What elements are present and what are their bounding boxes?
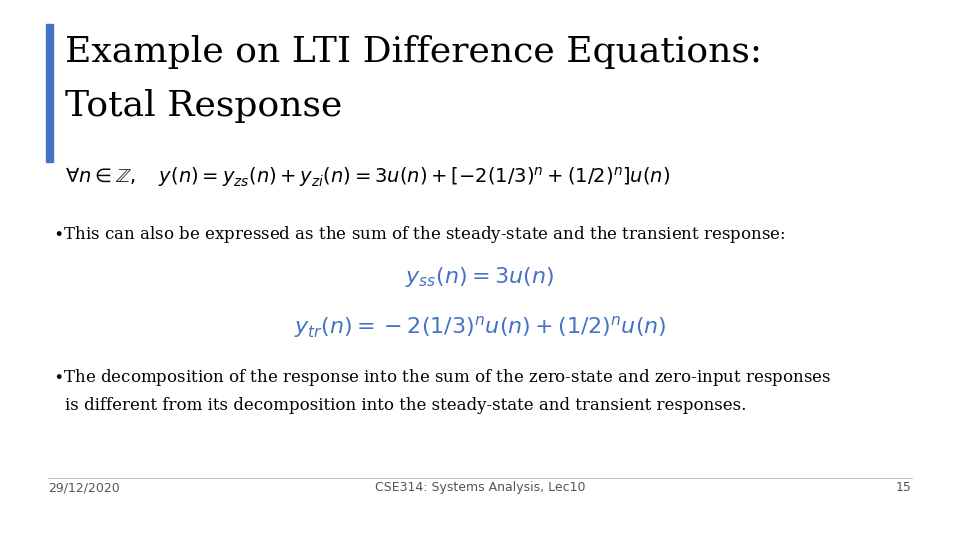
Text: $\forall n \in \mathbb{Z}, \quad y(n) = y_{zs}(n) + y_{zi}(n) = 3u(n) + [-2(1/3): $\forall n \in \mathbb{Z}, \quad y(n) = … bbox=[65, 165, 670, 188]
Text: 15: 15 bbox=[896, 481, 912, 494]
Text: Example on LTI Difference Equations:: Example on LTI Difference Equations: bbox=[65, 35, 762, 69]
Text: 29/12/2020: 29/12/2020 bbox=[48, 481, 120, 494]
Text: $y_{tr}(n) = -2(1/3)^n u(n) + (1/2)^n u(n)$: $y_{tr}(n) = -2(1/3)^n u(n) + (1/2)^n u(… bbox=[294, 314, 666, 340]
Text: $\bullet$The decomposition of the response into the sum of the zero-state and ze: $\bullet$The decomposition of the respon… bbox=[53, 367, 831, 388]
Text: $\bullet$This can also be expressed as the sum of the steady-state and the trans: $\bullet$This can also be expressed as t… bbox=[53, 224, 785, 245]
Text: $y_{ss}(n) = 3u(n)$: $y_{ss}(n) = 3u(n)$ bbox=[405, 265, 555, 288]
Text: CSE314: Systems Analysis, Lec10: CSE314: Systems Analysis, Lec10 bbox=[374, 481, 586, 494]
Text: is different from its decomposition into the steady-state and transient response: is different from its decomposition into… bbox=[65, 397, 747, 414]
Text: Total Response: Total Response bbox=[65, 89, 343, 123]
